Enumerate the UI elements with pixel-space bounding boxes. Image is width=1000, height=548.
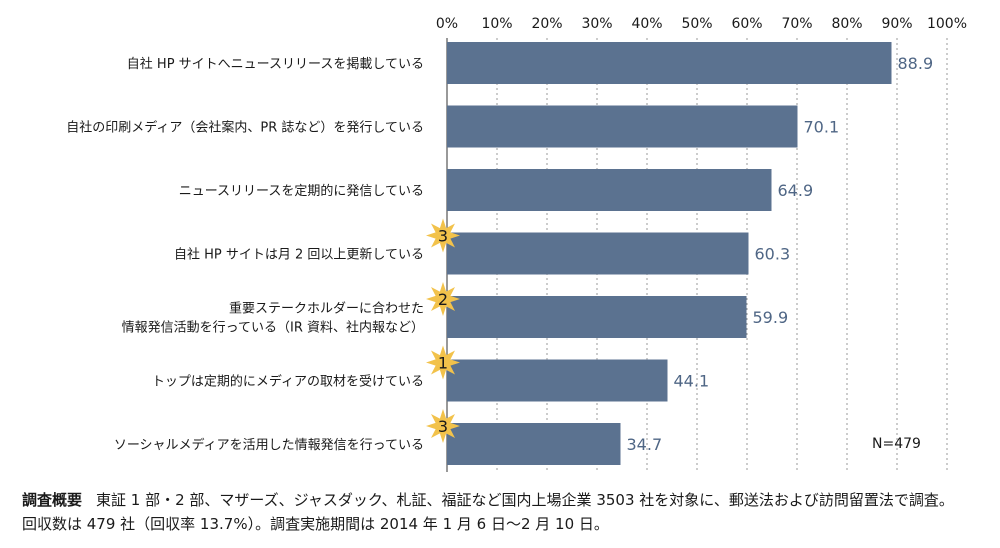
bar-value-label: 60.3	[755, 245, 791, 264]
category-label: 自社の印刷メディア（会社案内、PR 誌など）を発行している	[66, 120, 424, 136]
bar-value-label: 64.9	[778, 181, 814, 200]
survey-note-label: 調査概要	[22, 491, 83, 509]
rank-badge-number: 1	[438, 354, 448, 373]
x-tick-label: 30%	[581, 16, 612, 32]
rank-badge-star	[426, 282, 460, 316]
rank-badge-number: 3	[438, 227, 448, 246]
bar	[447, 423, 621, 465]
x-tick-label: 10%	[481, 16, 512, 32]
category-label: 情報発信活動を行っている（IR 資料、社内報など）	[122, 320, 424, 336]
category-label: ソーシャルメディアを活用した情報発信を行っている	[114, 437, 424, 453]
survey-note: 調査概要 東証 1 部・2 部、マザーズ、ジャスダック、札証、福証など国内上場企業…	[22, 488, 992, 536]
x-tick-label: 80%	[831, 16, 862, 32]
bar-value-label: 59.9	[753, 308, 789, 327]
x-axis-ticks: 0% 10% 20% 30% 40% 50% 60% 70% 80% 90% 100%	[436, 16, 967, 32]
x-tick-label: 90%	[881, 16, 912, 32]
rank-badge-number: 2	[438, 290, 448, 309]
survey-note-line-1: 調査概要 東証 1 部・2 部、マザーズ、ジャスダック、札証、福証など国内上場企業…	[22, 488, 992, 512]
x-tick-label: 50%	[681, 16, 712, 32]
x-tick-label: 20%	[531, 16, 562, 32]
x-tick-label: 60%	[731, 16, 762, 32]
rank-badge-star	[426, 218, 460, 253]
bar	[447, 359, 668, 402]
category-label: 重要ステークホルダーに合わせた	[229, 301, 424, 317]
category-label: トップは定期的にメディアの取材を受けている	[152, 374, 424, 390]
rank-badge-star	[426, 345, 460, 380]
bar	[447, 105, 798, 148]
rank-badge-number: 3	[438, 417, 448, 436]
bar-value-label: 34.7	[627, 435, 663, 454]
rank-badges: 3 2 1 3	[426, 218, 460, 443]
bar	[447, 232, 749, 275]
x-tick-label: 70%	[781, 16, 812, 32]
category-label: 自社 HP サイトへニュースリリースを掲載している	[127, 56, 424, 72]
category-label: ニュースリリースを定期的に発信している	[179, 183, 424, 199]
bar	[447, 42, 892, 84]
rank-badge-star	[426, 409, 460, 443]
survey-note-text-2: 回収数は 479 社（回収率 13.7%）。調査実施期間は 2014 年 1 月…	[22, 515, 609, 533]
sample-size-annotation: N=479	[872, 436, 921, 452]
bars	[447, 42, 892, 465]
bar	[447, 296, 747, 338]
category-label: 自社 HP サイトは月 2 回以上更新している	[174, 247, 424, 263]
bar	[447, 169, 772, 211]
bar-chart: 0% 10% 20% 30% 40% 50% 60% 70% 80% 90% 100% 自社 HP …	[66, 16, 967, 472]
bar-value-label: 88.9	[898, 54, 934, 73]
survey-note-text-1: 東証 1 部・2 部、マザーズ、ジャスダック、札証、福証など国内上場企業 350…	[96, 491, 954, 509]
x-tick-label: 0%	[436, 16, 458, 32]
x-tick-label: 40%	[631, 16, 662, 32]
bar-value-label: 44.1	[674, 372, 710, 391]
x-tick-label: 100%	[927, 16, 967, 32]
value-labels: 88.9 70.1 64.9 60.3 59.9 44.1 34.7	[627, 54, 934, 454]
bar-value-label: 70.1	[804, 118, 840, 137]
category-labels: 自社 HP サイトへニュースリリースを掲載している自社の印刷メディア（会社案内、…	[66, 56, 424, 453]
